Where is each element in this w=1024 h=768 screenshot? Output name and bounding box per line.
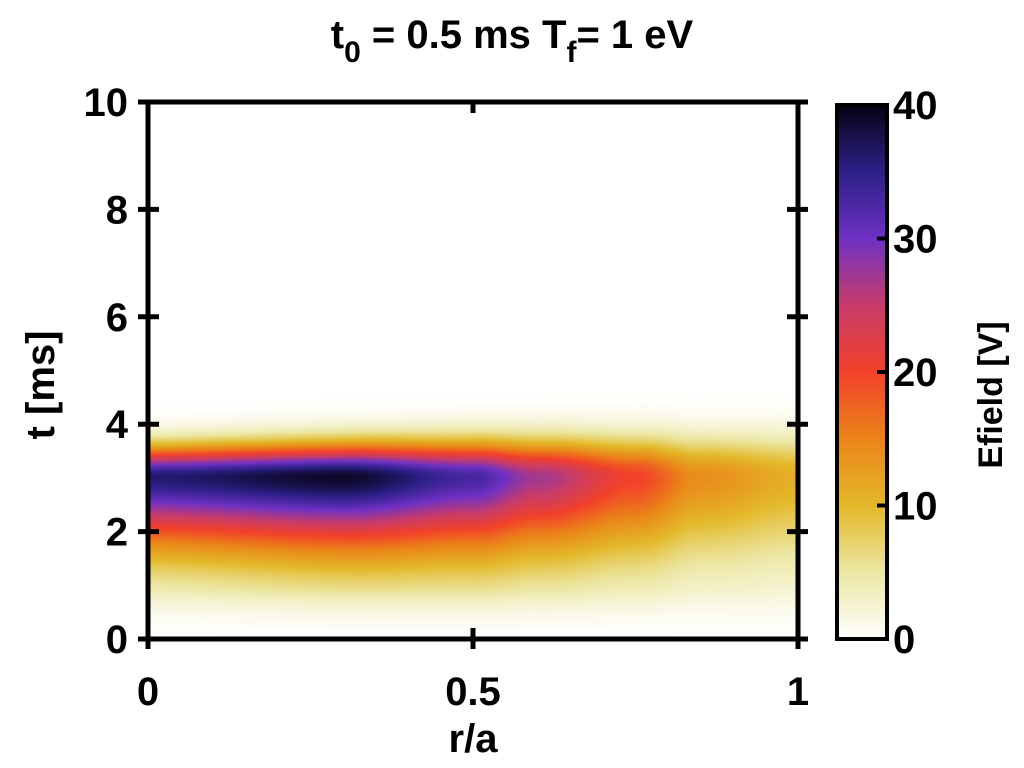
colorbar-ticks: 0 10 20 30 40 [877, 84, 938, 662]
title-middle: = 0.5 ms T [361, 13, 567, 57]
x-axis-label: r/a [449, 717, 499, 761]
colorbar-label: Efield [V] [972, 321, 1010, 468]
y-tick-label: 8 [106, 188, 128, 232]
chart-title: t0 = 0.5 ms Tf= 1 eV [331, 13, 694, 69]
colorbar-tick-label: 40 [893, 84, 938, 128]
x-tick-label: 1 [787, 670, 809, 714]
x-tick-label: 0.5 [445, 670, 501, 714]
colorbar-tick-label: 10 [893, 485, 938, 529]
y-tick-label: 6 [106, 296, 128, 340]
y-tick-label: 2 [106, 511, 128, 555]
x-tick-label: 0 [137, 670, 159, 714]
colorbar-tick-label: 0 [893, 618, 915, 662]
title-t: t [331, 13, 344, 57]
y-tick-label: 10 [84, 81, 129, 125]
y-tick-label: 4 [106, 403, 129, 447]
colorbar-tick-label: 20 [893, 351, 938, 395]
title-end: = 1 eV [576, 13, 693, 57]
y-axis-label: t [ms] [19, 331, 63, 440]
title-t-subscript: 0 [344, 36, 361, 69]
y-axis-ticks: 0 2 4 6 8 10 [84, 81, 808, 662]
heatmap-area [148, 102, 798, 639]
y-tick-label: 0 [106, 618, 128, 662]
colorbar-tick-label: 30 [893, 218, 938, 262]
title-T-subscript: f [566, 36, 577, 69]
